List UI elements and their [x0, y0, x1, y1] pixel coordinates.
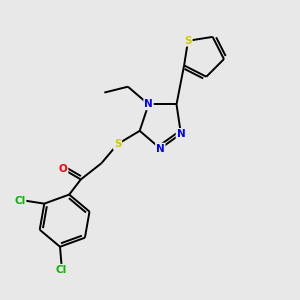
Text: S: S: [184, 36, 192, 46]
Text: N: N: [156, 143, 165, 154]
Text: Cl: Cl: [56, 265, 67, 275]
Text: S: S: [114, 139, 122, 149]
Text: Cl: Cl: [14, 196, 26, 206]
Text: N: N: [176, 129, 185, 139]
Text: O: O: [59, 164, 68, 174]
Text: N: N: [144, 99, 153, 110]
